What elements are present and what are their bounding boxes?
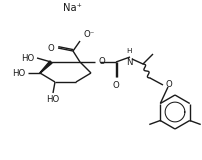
Text: O⁻: O⁻ xyxy=(83,30,94,39)
Text: HO: HO xyxy=(21,53,34,63)
Text: O: O xyxy=(113,81,119,90)
Text: O: O xyxy=(166,80,173,88)
Text: N: N xyxy=(126,58,132,67)
Polygon shape xyxy=(40,61,52,73)
Text: H: H xyxy=(126,48,132,54)
Text: HO: HO xyxy=(12,68,25,77)
Text: HO: HO xyxy=(46,95,60,104)
Text: Na⁺: Na⁺ xyxy=(63,3,81,13)
Text: O: O xyxy=(98,56,105,65)
Text: O: O xyxy=(47,44,54,52)
